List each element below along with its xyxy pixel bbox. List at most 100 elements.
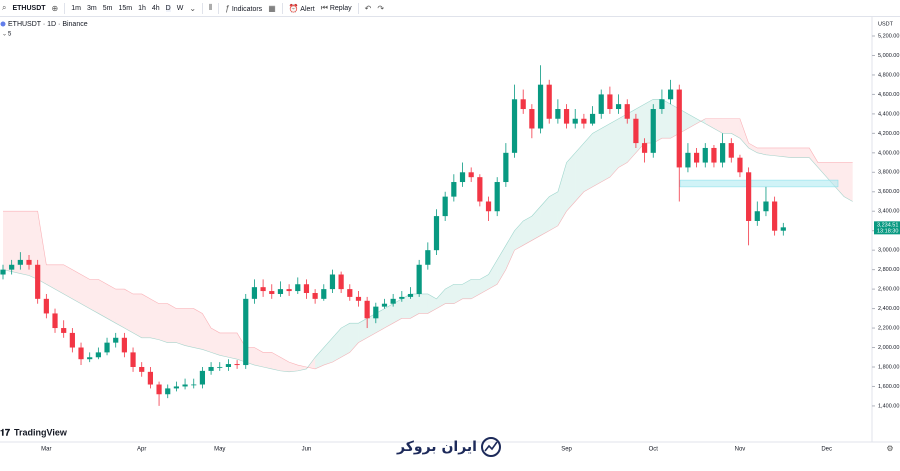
candle-body [555, 109, 561, 119]
candle-body [529, 109, 535, 129]
interval-button[interactable]: 1m [71, 4, 81, 12]
candle-body [355, 296, 362, 301]
cloud-segment [219, 332, 229, 358]
x-tick-label: Nov [735, 447, 746, 453]
y-tick-label: 1,600.00 [878, 384, 899, 390]
candle-body [130, 352, 136, 367]
cloud-segment [185, 308, 194, 348]
candle-body [694, 152, 700, 163]
cloud-segment [618, 113, 628, 168]
candle-body [329, 274, 336, 290]
cloud-segment [497, 245, 506, 285]
candle-body [425, 250, 431, 265]
candle-body [633, 118, 639, 144]
symbol[interactable]: ETHUSDT [12, 4, 46, 12]
candle-body [416, 264, 422, 294]
add-symbol[interactable]: ⊕ [51, 3, 59, 13]
alert-button[interactable]: ⏰ Alert [288, 3, 315, 13]
cloud-segment [705, 118, 714, 129]
layouts[interactable]: ▦ [268, 3, 276, 13]
cloud-segment [115, 289, 125, 329]
candle-body [225, 364, 232, 367]
search-icon[interactable]: ⌕ [2, 3, 7, 12]
legend-toggle[interactable]: ⌄ [2, 32, 7, 38]
cloud-segment [141, 293, 151, 338]
cloud-segment [107, 284, 116, 324]
interval-menu[interactable]: ⌄ [189, 3, 197, 13]
cloud-segment [800, 147, 810, 158]
candle-body [754, 211, 760, 221]
candle-body [615, 104, 622, 110]
candle-body [772, 201, 778, 231]
candle-body [35, 264, 41, 299]
candle-body [347, 289, 353, 297]
candle-body [234, 364, 240, 366]
candle-body [494, 182, 500, 212]
symbol-logo [0, 21, 6, 27]
cloud-segment [592, 128, 602, 187]
candle-body [364, 300, 370, 319]
candle-body [147, 371, 153, 385]
candle-body [165, 388, 171, 395]
candle-body [477, 177, 483, 202]
candle-body [702, 147, 708, 163]
cloud-segment [445, 284, 454, 304]
cloud-segment [739, 118, 749, 148]
cloud-segment [419, 293, 428, 314]
undo[interactable]: ↶ [364, 3, 372, 13]
interval-button[interactable]: D [165, 4, 171, 12]
cloud-segment [757, 147, 766, 155]
candle-body [641, 143, 648, 153]
brand-name: TradingView [14, 427, 68, 437]
indicators-button[interactable]: ƒ Indicators [225, 3, 263, 13]
interval-button[interactable]: 3m [86, 4, 97, 12]
interval-button[interactable]: 4h [151, 4, 160, 12]
y-tick-label: 4,600.00 [878, 92, 899, 98]
candle-body [607, 94, 613, 110]
cloud-segment [81, 274, 90, 309]
y-tick-label: 4,400.00 [878, 111, 899, 117]
candle-body [720, 143, 726, 163]
cloud-segment [557, 162, 567, 226]
cloud-segment [566, 152, 576, 212]
chart-type[interactable]: ⫴ [209, 3, 213, 12]
candle-body [217, 366, 223, 368]
cloud-segment [835, 162, 844, 197]
candle-body [459, 172, 466, 183]
cloud-segment [63, 264, 73, 299]
cloud-segment [523, 216, 532, 246]
interval-button[interactable]: W [176, 4, 184, 12]
cloud-segment [488, 259, 498, 290]
cloud-segment [505, 230, 515, 270]
candle-body [182, 384, 188, 387]
interval-button[interactable]: 5m [102, 4, 113, 12]
replay-button[interactable]: ⏮ Replay [320, 3, 352, 12]
redo[interactable]: ↷ [377, 3, 385, 13]
candle-body [260, 287, 266, 292]
cloud-segment [609, 118, 619, 178]
candle-body [312, 293, 318, 299]
cloud-segment [549, 191, 558, 231]
cloud-segment [176, 308, 186, 346]
cloud-segment [280, 357, 290, 372]
y-tick-label: 2,000.00 [878, 345, 899, 351]
candle-body [269, 291, 275, 294]
candle-body [676, 89, 682, 168]
cloud-segment [713, 118, 723, 134]
candle-body [503, 152, 509, 183]
interval-button[interactable]: 1h [138, 4, 146, 12]
price-zone [679, 179, 839, 188]
y-tick-label: 3,000.00 [878, 248, 899, 254]
candle-body [17, 259, 23, 265]
settings-icon[interactable]: ⚙ [886, 444, 893, 453]
candle-body [286, 289, 292, 292]
cloud-segment [410, 293, 420, 319]
cloud-segment [748, 143, 758, 153]
intervals: 1m 3m 5m 15m 1h 4h D W [71, 4, 184, 12]
separator [218, 2, 220, 14]
interval-button[interactable]: 15m [118, 4, 133, 12]
x-tick-label: Apr [137, 447, 146, 453]
x-tick-label: Oct [649, 447, 659, 453]
last-price-label: 3,234.51 [877, 222, 898, 228]
